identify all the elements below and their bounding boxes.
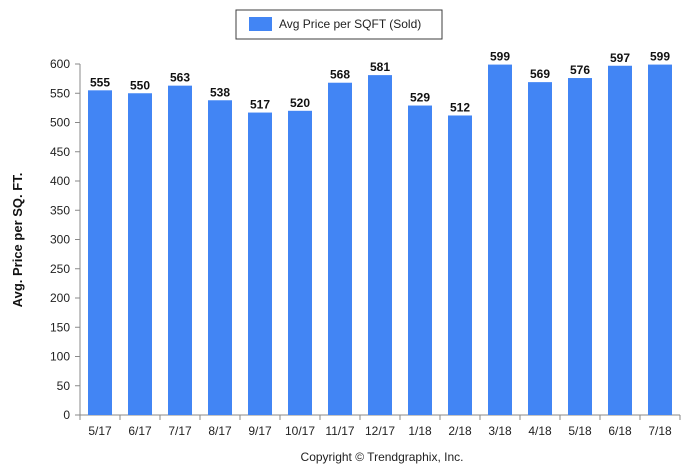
y-tick-label: 550 [50, 86, 70, 100]
legend-swatch [249, 17, 272, 31]
x-tick-label: 8/17 [208, 424, 232, 438]
x-tick-label: 5/17 [88, 424, 112, 438]
x-tick-label: 9/17 [248, 424, 272, 438]
legend: Avg Price per SQFT (Sold) [235, 9, 443, 40]
y-tick-label: 450 [50, 145, 70, 159]
data-label: 555 [90, 75, 110, 89]
data-label: 569 [530, 67, 550, 81]
bar-5-17 [88, 90, 112, 415]
data-label: 538 [210, 85, 230, 99]
data-label: 599 [490, 50, 510, 64]
y-tick-label: 0 [63, 408, 70, 422]
data-label: 550 [130, 78, 150, 92]
bar-5-18 [568, 78, 592, 415]
data-label: 517 [250, 98, 270, 112]
bar-8-17 [208, 100, 232, 416]
bars [88, 64, 672, 416]
x-tick-label: 4/18 [528, 424, 552, 438]
x-tick-label: 2/18 [448, 424, 472, 438]
bar-7-17 [168, 85, 192, 416]
y-tick-label: 350 [50, 203, 70, 217]
bar-3-18 [488, 64, 512, 416]
y-tick-label: 400 [50, 174, 70, 188]
data-label: 512 [450, 100, 470, 114]
data-label: 563 [170, 71, 190, 85]
x-tick-label: 7/17 [168, 424, 192, 438]
y-tick-label: 500 [50, 116, 70, 130]
x-tick-label: 10/17 [285, 424, 315, 438]
y-tick-label: 600 [50, 57, 70, 71]
x-tick-label: 3/18 [488, 424, 512, 438]
x-tick-label: 5/18 [568, 424, 592, 438]
bar-12-17 [368, 75, 392, 416]
bar-9-17 [248, 112, 272, 416]
y-tick-label: 150 [50, 320, 70, 334]
data-label: 520 [290, 96, 310, 110]
y-tick-label: 250 [50, 262, 70, 276]
data-labels: 555 550 563 538 517 520 568 581 529 512 599 569 576 5… [90, 50, 670, 115]
y-axis-title: Avg. Price per SQ. FT. [10, 173, 25, 308]
x-tick-label: 1/18 [408, 424, 432, 438]
y-tick-label: 100 [50, 350, 70, 364]
x-tick-label: 11/17 [325, 424, 354, 438]
data-label: 529 [410, 91, 430, 105]
bar-10-17 [288, 110, 312, 416]
data-label: 576 [570, 63, 590, 77]
data-label: 597 [610, 51, 630, 65]
bar-2-18 [448, 115, 472, 415]
bar-6-18 [608, 65, 632, 415]
y-axis-ticks: 0 50 100 150 200 250 300 350 400 450 500 550 600 [50, 57, 80, 422]
bar-7-18 [648, 64, 672, 416]
data-label: 568 [330, 68, 350, 82]
x-tick-label: 12/17 [365, 424, 395, 438]
y-tick-label: 50 [57, 379, 71, 393]
bar-6-17 [128, 93, 152, 415]
bar-11-17 [328, 82, 352, 415]
data-label: 599 [650, 50, 670, 64]
x-tick-label: 6/18 [608, 424, 632, 438]
y-tick-label: 300 [50, 233, 70, 247]
bar-4-18 [528, 82, 552, 415]
legend-label: Avg Price per SQFT (Sold) [279, 17, 421, 31]
copyright-text: Copyright © Trendgraphix, Inc. [301, 450, 464, 464]
x-axis-ticks: 5/17 6/17 7/17 8/17 9/17 10/17 11/17 12/17 1/18 2… [79, 415, 681, 438]
data-label: 581 [370, 60, 390, 74]
x-tick-label: 7/18 [648, 424, 672, 438]
x-tick-label: 6/17 [128, 424, 152, 438]
y-tick-label: 200 [50, 291, 70, 305]
bar-1-18 [408, 105, 432, 415]
